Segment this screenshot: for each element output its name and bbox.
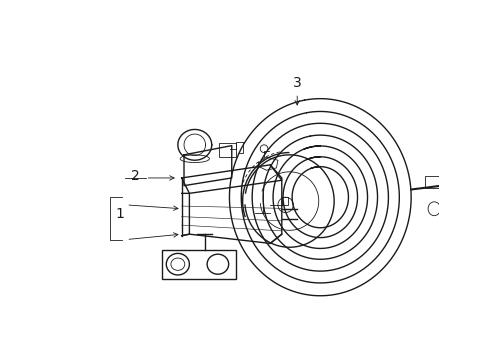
Text: 2: 2 [131,168,140,183]
Bar [218,143,235,157]
Text: 1: 1 [116,207,124,221]
Bar [162,249,235,279]
Bar [281,197,287,205]
Bar [424,176,441,188]
Text: 3: 3 [292,76,301,90]
Bar [441,166,466,201]
